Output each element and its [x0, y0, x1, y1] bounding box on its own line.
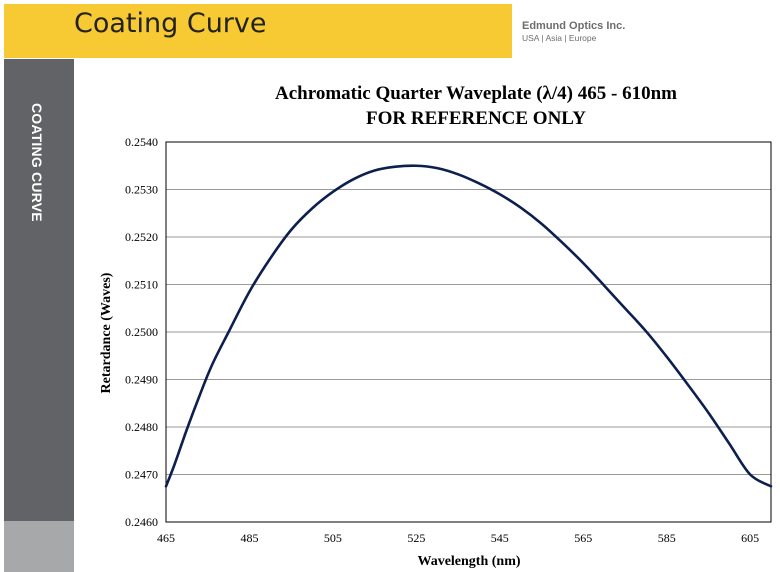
x-tick-label: 545	[491, 531, 509, 545]
y-tick-label: 0.2510	[125, 278, 158, 292]
x-tick-label: 465	[157, 531, 175, 545]
page-title: Coating Curve	[74, 8, 267, 39]
y-tick-label: 0.2460	[125, 515, 158, 529]
x-tick-labels: 465 485 505 525 545 565 585 605	[157, 531, 759, 545]
y-tick-label: 0.2520	[125, 230, 158, 244]
x-tick-label: 565	[574, 531, 592, 545]
y-tick-label: 0.2530	[125, 183, 158, 197]
x-tick-label: 585	[658, 531, 676, 545]
brand-name: Edmund Optics Inc.	[522, 20, 626, 32]
y-tick-label: 0.2540	[125, 135, 158, 149]
y-tick-label: 0.2480	[125, 420, 158, 434]
y-tick-label: 0.2500	[125, 325, 158, 339]
header-banner	[4, 4, 512, 58]
x-tick-label: 505	[324, 531, 342, 545]
sidebar-footer-panel	[4, 521, 74, 572]
y-tick-label: 0.2490	[125, 373, 158, 387]
retardance-line	[164, 164, 773, 488]
x-tick-label: 485	[240, 531, 258, 545]
brand-block: Edmund Optics Inc. USA | Asia | Europe	[522, 20, 625, 43]
y-tick-labels: 0.2460 0.2470 0.2480 0.2490 0.2500 0.2510 0.25…	[125, 135, 158, 529]
grid-lines	[166, 189, 771, 475]
brand-regions: USA | Asia | Europe	[522, 33, 597, 43]
y-tick-label: 0.2470	[125, 468, 158, 482]
chart-title: Achromatic Quarter Waveplate (λ/4) 465 -…	[275, 83, 677, 104]
x-tick-label: 605	[741, 531, 759, 545]
chart-subtitle: FOR REFERENCE ONLY	[366, 108, 586, 129]
sidebar-panel	[4, 59, 74, 521]
plot-frame	[165, 141, 772, 523]
y-axis-title: Retardance (Waves)	[99, 272, 114, 393]
x-tick-label: 525	[407, 531, 425, 545]
x-axis-title: Wavelength (nm)	[417, 554, 520, 569]
